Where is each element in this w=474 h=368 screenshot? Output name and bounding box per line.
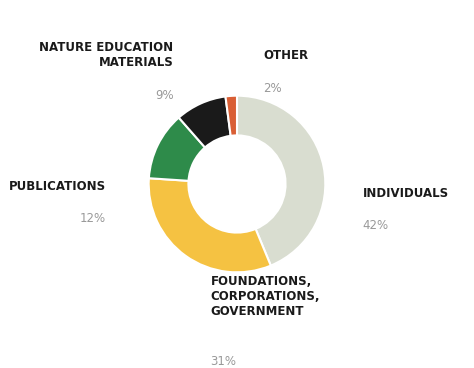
Text: 42%: 42% <box>363 219 389 232</box>
Text: NATURE EDUCATION
MATERIALS: NATURE EDUCATION MATERIALS <box>39 41 173 69</box>
Text: 9%: 9% <box>155 89 173 102</box>
Wedge shape <box>179 96 231 148</box>
Text: 31%: 31% <box>210 355 237 368</box>
Wedge shape <box>149 118 205 181</box>
Wedge shape <box>226 96 237 136</box>
Text: FOUNDATIONS,
CORPORATIONS,
GOVERNMENT: FOUNDATIONS, CORPORATIONS, GOVERNMENT <box>210 275 320 318</box>
Text: PUBLICATIONS: PUBLICATIONS <box>9 180 106 193</box>
Text: OTHER: OTHER <box>264 49 309 62</box>
Text: 2%: 2% <box>264 82 282 95</box>
Text: 12%: 12% <box>80 212 106 225</box>
Text: INDIVIDUALS: INDIVIDUALS <box>363 187 448 200</box>
Wedge shape <box>149 178 271 272</box>
Wedge shape <box>237 96 325 266</box>
